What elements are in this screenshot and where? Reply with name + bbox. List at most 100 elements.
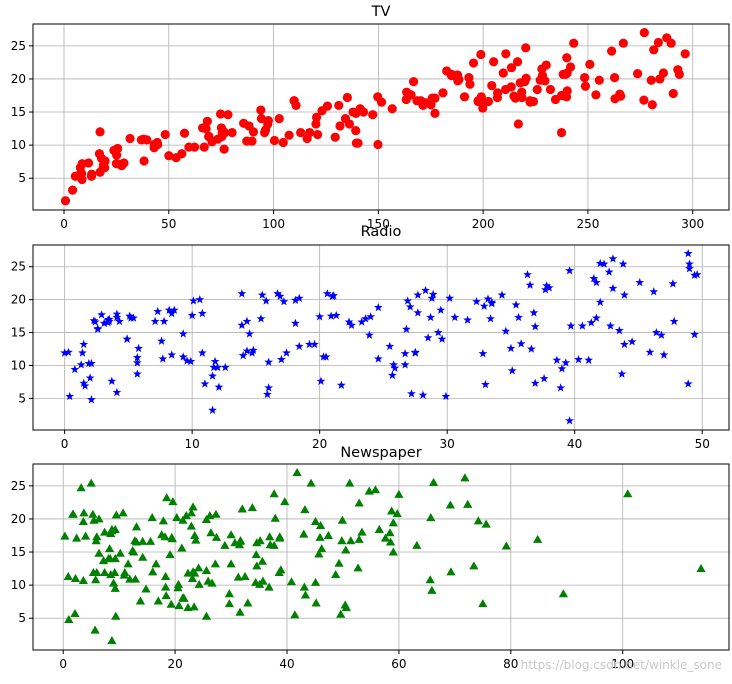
tv-point	[373, 92, 383, 102]
radio-point	[427, 293, 437, 303]
newspaper-point	[188, 567, 198, 576]
newspaper-point	[306, 478, 316, 487]
newspaper-point	[323, 530, 334, 539]
newspaper-point	[161, 582, 171, 591]
tv-point	[204, 131, 214, 142]
tv-point	[351, 138, 361, 148]
newspaper-point	[276, 565, 286, 574]
radio-point	[182, 356, 192, 365]
newspaper-point	[473, 516, 483, 525]
radio-point	[574, 354, 583, 364]
radio-point	[423, 333, 433, 342]
tv-y-tick-label: 20	[11, 72, 26, 86]
newspaper-point	[172, 513, 182, 522]
tv-point	[139, 156, 149, 166]
newspaper-point	[78, 575, 88, 584]
newspaper-title: Newspaper	[340, 445, 421, 461]
tv-point	[278, 137, 288, 148]
radio-point	[132, 369, 142, 378]
radio-point	[589, 273, 599, 283]
tv-point	[408, 76, 419, 87]
tv-point	[658, 68, 669, 78]
radio-point	[99, 318, 109, 328]
newspaper-y-tick-label: 10	[11, 578, 26, 592]
radio-point	[122, 334, 132, 343]
radio-point	[366, 312, 376, 321]
tv-point	[311, 112, 322, 122]
radio-point	[617, 369, 627, 378]
radio-point	[247, 348, 257, 357]
tv-point	[223, 110, 233, 120]
newspaper-point	[201, 611, 212, 620]
radio-point	[200, 379, 210, 388]
radio-point	[357, 317, 367, 326]
radio-point	[89, 316, 99, 325]
radio-point	[316, 376, 326, 385]
tv-point	[355, 104, 365, 114]
radio-point	[213, 362, 223, 372]
radio-point	[167, 350, 177, 359]
radio-point	[690, 270, 699, 280]
newspaper-point	[300, 590, 311, 599]
newspaper-points	[60, 468, 706, 645]
radio-point	[556, 383, 566, 392]
radio-point	[150, 316, 160, 326]
radio-point	[657, 330, 666, 339]
newspaper-point	[68, 509, 78, 518]
radio-point	[595, 297, 605, 306]
newspaper-y-tick-label: 5	[18, 611, 26, 625]
radio-point	[472, 297, 481, 306]
radio-point	[668, 279, 678, 288]
newspaper-point	[290, 610, 300, 619]
radio-point	[426, 312, 435, 322]
newspaper-point	[131, 537, 142, 546]
radio-point	[87, 395, 96, 404]
radio-point	[248, 345, 258, 355]
radio-point	[541, 285, 550, 294]
tv-point	[532, 84, 542, 95]
radio-title: Radio	[361, 224, 402, 240]
radio-point	[566, 321, 576, 330]
tv-point	[615, 89, 625, 99]
radio-point	[403, 296, 413, 305]
newspaper-point	[224, 589, 234, 598]
newspaper-point	[354, 534, 364, 543]
tv-point	[242, 136, 252, 146]
radio-point	[275, 291, 285, 301]
newspaper-point	[207, 578, 217, 587]
tv-x-tick-label: 0	[60, 217, 68, 231]
subplot-radio: 0 10 20 30 40 50 5 10 15 20 25 Radio	[11, 224, 730, 451]
tv-point	[468, 58, 479, 68]
radio-point	[186, 356, 196, 366]
newspaper-point	[190, 530, 200, 539]
newspaper-point	[64, 614, 74, 623]
newspaper-x-tick-label: 100	[611, 657, 634, 671]
radio-point	[344, 317, 354, 326]
radio-point	[279, 297, 289, 306]
tv-point	[348, 107, 358, 117]
newspaper-point	[275, 532, 285, 541]
radio-point	[125, 311, 135, 320]
radio-point	[618, 259, 628, 268]
tv-point	[562, 53, 572, 63]
newspaper-x-tick-label: 60	[391, 657, 406, 671]
radio-point	[604, 267, 614, 276]
radio-point	[70, 364, 80, 374]
tv-point	[289, 96, 299, 106]
radio-point	[129, 313, 138, 322]
newspaper-point	[385, 537, 396, 546]
newspaper-point	[181, 511, 191, 520]
radio-y-tick-label: 5	[18, 391, 26, 405]
radio-point	[132, 358, 142, 367]
radio-point	[561, 358, 571, 367]
radio-point	[373, 302, 383, 312]
newspaper-point	[623, 489, 633, 498]
tv-point	[217, 127, 227, 138]
radio-point	[385, 341, 395, 351]
newspaper-point	[374, 524, 384, 533]
radio-point	[523, 270, 532, 279]
radio-point	[294, 341, 304, 351]
tv-point	[111, 159, 122, 169]
tv-point	[330, 132, 340, 142]
